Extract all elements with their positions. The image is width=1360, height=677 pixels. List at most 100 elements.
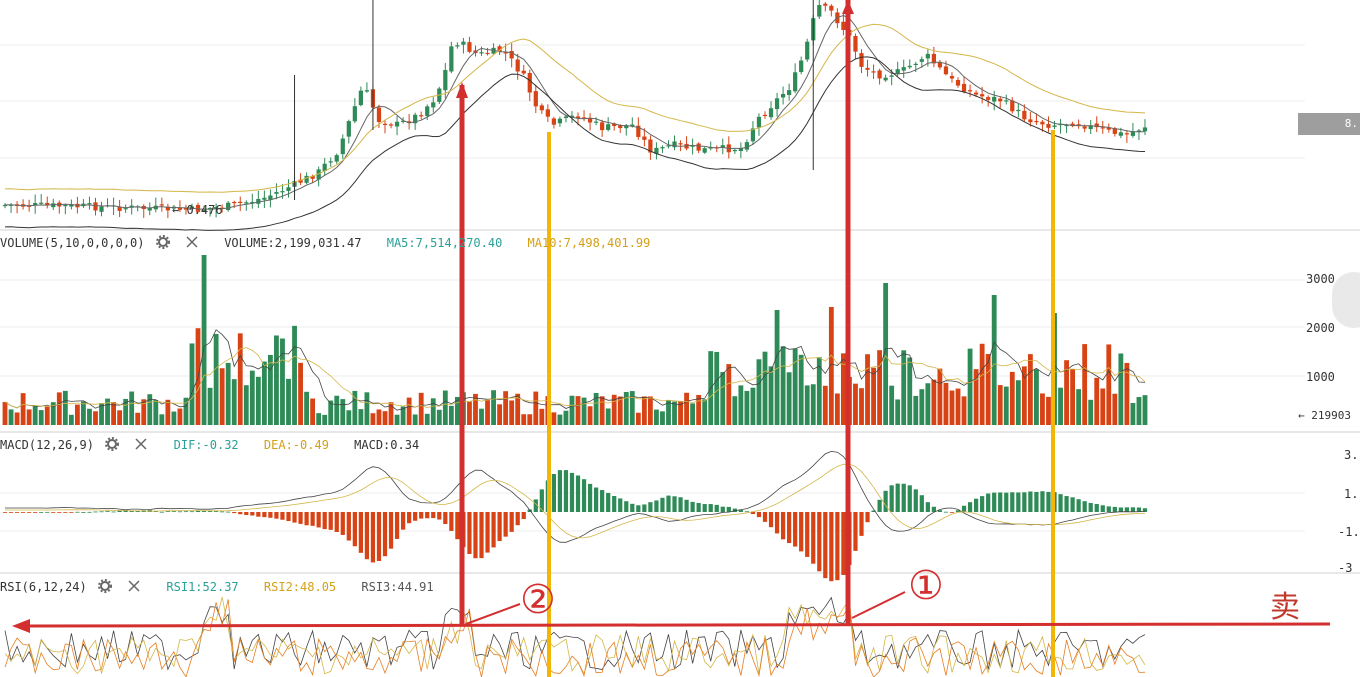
candle-body (33, 203, 38, 206)
candle-body (992, 96, 997, 102)
candle-body (575, 116, 581, 119)
volume-bar (141, 399, 147, 425)
candle-body (799, 60, 804, 73)
volume-bar (937, 368, 943, 425)
macd-histogram-bar (310, 512, 315, 526)
candle-body (901, 67, 906, 71)
macd-histogram-bar (581, 479, 587, 512)
annotation-overlay (12, 0, 1331, 677)
macd-histogram-bar (992, 492, 997, 512)
macd-histogram-bar (1124, 507, 1130, 512)
annotation-circled-two: ② (520, 577, 556, 623)
macd-histogram-bar (57, 512, 62, 513)
volume-ma5-line (4, 329, 1146, 411)
volume-bar (135, 412, 141, 425)
candle-body (829, 5, 834, 11)
candle-body (593, 121, 599, 123)
macd-histogram-bar (829, 512, 834, 582)
volume-bar (286, 378, 291, 425)
candle-body (937, 61, 943, 68)
volume-bar (967, 348, 973, 425)
close-icon[interactable] (134, 437, 148, 451)
macd-histogram-bar (479, 512, 484, 559)
volume-bar (605, 408, 611, 425)
volume-bar (961, 396, 967, 425)
macd-histogram-bar (660, 497, 665, 512)
volume-bar (877, 350, 883, 425)
candle-body (262, 197, 267, 200)
volume-bar (352, 390, 358, 425)
volume-bar (1124, 362, 1130, 425)
candle-body (1010, 100, 1015, 112)
volume-bar (159, 414, 165, 425)
macd-histogram-bar (431, 512, 436, 519)
gear-icon[interactable] (155, 235, 170, 249)
close-icon[interactable] (127, 579, 141, 593)
macd-histogram-bar (33, 512, 38, 513)
macd-histogram-bar (1022, 492, 1027, 512)
macd-histogram-bar (702, 504, 707, 512)
volume-bar (1021, 366, 1027, 425)
volume-bar (551, 412, 557, 425)
candle-body (159, 204, 164, 206)
volume-bar (358, 409, 364, 425)
macd-histogram-bar (443, 512, 448, 525)
candle-body (853, 36, 858, 52)
annotation-pointer-two (465, 603, 521, 625)
macd-histogram-bar (642, 504, 647, 512)
candle-body (165, 206, 170, 211)
price-low-annotation: ← 0.476 (172, 203, 223, 217)
macd-histogram-bar (563, 470, 569, 512)
candle-body (823, 3, 828, 6)
volume-bar (14, 412, 20, 425)
candle-body (805, 41, 810, 60)
candle-body (1028, 119, 1033, 123)
gear-icon[interactable] (105, 437, 120, 451)
macd-histogram-bar (280, 512, 285, 520)
candle-body (527, 72, 532, 93)
close-icon[interactable] (185, 235, 199, 249)
candle-body (455, 45, 460, 47)
scroll-handle[interactable] (1332, 272, 1360, 328)
volume-bar (702, 399, 708, 425)
candle-body (986, 97, 991, 100)
volume-bar (231, 379, 237, 425)
volume-bar (997, 385, 1003, 425)
volume-bar (557, 414, 563, 425)
volume-bar (310, 398, 316, 425)
volume-bar (593, 392, 599, 425)
volume-bar (430, 398, 436, 425)
volume-bar (1142, 395, 1148, 425)
annotation-circled-one: ① (908, 563, 944, 609)
macd-histogram-bar (1040, 491, 1045, 512)
price-panel (2, 0, 1148, 231)
candle-body (238, 201, 243, 204)
candle-body (913, 63, 918, 66)
macd-histogram-bar (1106, 506, 1111, 512)
gear-icon[interactable] (97, 579, 112, 593)
volume-bar (533, 391, 539, 425)
candle-body (961, 83, 967, 92)
macd-histogram-bar (1082, 501, 1087, 512)
macd-histogram-bar (732, 508, 737, 512)
candle-body (551, 118, 557, 125)
macd-histogram-bar (913, 489, 918, 512)
macd-histogram-bar (569, 472, 575, 512)
candle-body (183, 208, 189, 210)
volume-bar (165, 399, 171, 425)
macd-histogram-bar (129, 510, 134, 512)
candle-body (425, 106, 430, 116)
candle-body (509, 51, 514, 59)
volume-bar (774, 310, 780, 425)
candle-body (817, 5, 822, 17)
candle-body (479, 52, 484, 54)
macd-histogram-bar (220, 511, 225, 513)
candle-body (539, 105, 544, 111)
candle-body (1052, 125, 1057, 127)
macd-histogram-bar (1142, 508, 1148, 512)
macd-histogram-bar (358, 512, 363, 553)
macd-histogram-bar (485, 512, 490, 553)
macd-histogram-bar (1070, 497, 1075, 512)
volume-bar (1015, 380, 1021, 425)
volume-bar (810, 384, 816, 425)
